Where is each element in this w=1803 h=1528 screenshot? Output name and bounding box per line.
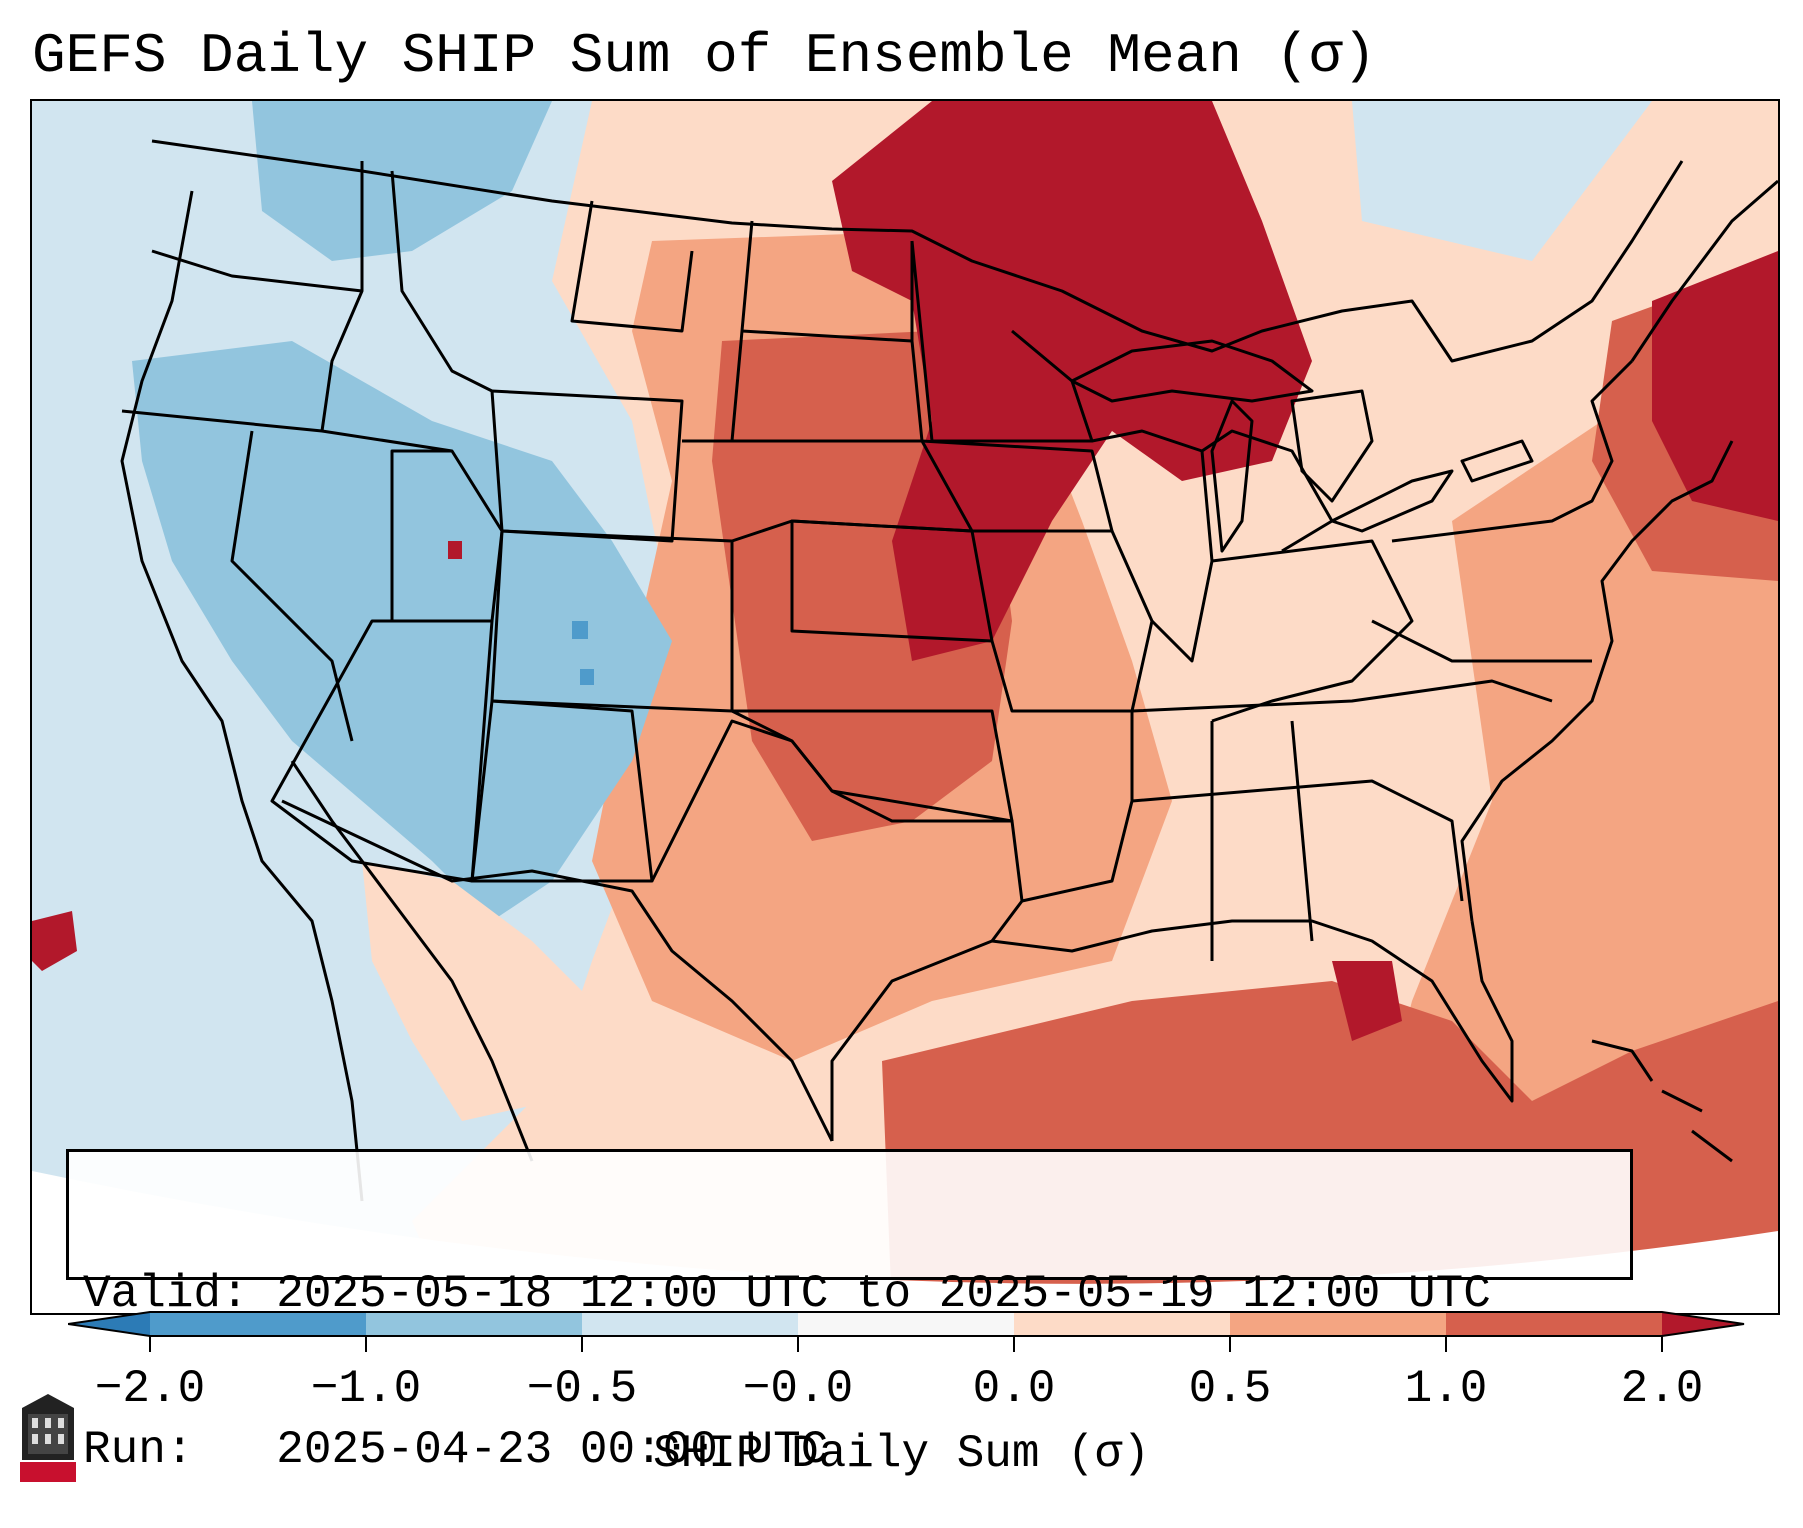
state-line-or-id: [320, 161, 364, 432]
caribbean-islands: [1591, 1039, 1733, 1163]
anomaly-region-light-orange-southwest: [362, 861, 592, 1121]
lake-huron-shore: [1290, 389, 1374, 503]
colorbar-bin-05-1: [1230, 1312, 1446, 1336]
state-line-va-nc: [1371, 619, 1592, 663]
colorbar-tick-label: −0.0: [742, 1363, 854, 1415]
state-line-mo: [972, 529, 1154, 713]
st-lawrence-coast: [1630, 179, 1778, 362]
anomaly-region-mid-blue-colorado: [572, 621, 588, 639]
lake-superior-shore: [1070, 339, 1314, 403]
colorbar-bin-0-05: [1014, 1312, 1230, 1336]
state-line-or-ca-nv: [121, 409, 453, 453]
anomaly-region-dark-red-pacific: [32, 911, 77, 971]
gulf-coastline: [830, 919, 1514, 1141]
colorbar-tick-label: −1.0: [310, 1363, 422, 1415]
state-line-mi: [1201, 429, 1334, 553]
state-line-wa-or: [151, 249, 363, 293]
colorbar-bin-neg1-neg05: [366, 1312, 582, 1336]
niu-logo: [20, 1394, 76, 1482]
state-line-mt-dakotas: [570, 200, 694, 333]
colorbar-tick-label: 2.0: [1620, 1363, 1704, 1415]
colorbar-under-arrow: [68, 1312, 150, 1336]
colorbar-tick-label: 0.0: [972, 1363, 1056, 1415]
map-title: GEFS Daily SHIP Sum of Ensemble Mean (σ): [32, 24, 1377, 88]
colorbar-ticks: [149, 1336, 1663, 1352]
map-panel: [30, 99, 1780, 1315]
anomaly-region-dark-red-newengland: [1652, 251, 1778, 521]
state-line-wy: [490, 389, 684, 543]
atlantic-coastline: [1460, 440, 1734, 922]
pacific-coastline: [120, 190, 364, 1202]
lake-erie-shore: [1330, 469, 1454, 533]
run-time-text: Run: 2025-04-23 00:00 UTC: [83, 1424, 829, 1476]
state-line-al-ga: [1290, 720, 1314, 942]
state-line-nv-ca: [230, 430, 354, 742]
colorbar-over-arrow: [1662, 1312, 1744, 1336]
state-line-in-oh: [1211, 539, 1414, 723]
colorbar-bin-neg2-neg1: [150, 1312, 366, 1336]
boundary-lines: [120, 139, 1778, 1202]
anomaly-region-mid-blue-colorado-2: [580, 669, 594, 685]
colorbar-bin-0-0: [798, 1312, 1014, 1336]
state-line-wi-il: [1091, 429, 1214, 663]
colorbar-tick-label: −2.0: [94, 1363, 206, 1415]
baja-coastline: [290, 760, 534, 1162]
us-canada-border: [151, 139, 1684, 363]
colorbar-label: SHIP Daily Sum (σ): [653, 1428, 1150, 1480]
state-line-id-mt: [390, 170, 493, 393]
state-line-nd: [740, 220, 914, 343]
anomaly-region-red-utah-dot: [448, 541, 462, 559]
state-line-ky-tn: [1131, 679, 1553, 713]
state-line-pa-ny: [1391, 359, 1634, 543]
anomaly-region-dark-red-florida: [1332, 961, 1402, 1041]
anomaly-region-blue-great-basin: [132, 341, 672, 921]
colorbar-bin-1-2: [1446, 1312, 1662, 1336]
ship-anomaly-map: [32, 101, 1778, 1313]
state-line-ut: [390, 449, 504, 623]
anomaly-region-blue-northwest: [252, 101, 552, 261]
colorbar-tick-label: 0.5: [1188, 1363, 1272, 1415]
validity-info-box: Valid: 2025-05-18 12:00 UTC to 2025-05-1…: [66, 1149, 1633, 1476]
colorbar-tick-label: 1.0: [1404, 1363, 1488, 1415]
state-line-az-nm: [270, 619, 494, 883]
colorbar-bin-neg05-0: [582, 1312, 798, 1336]
lake-ontario-shore: [1460, 439, 1534, 483]
state-line-ms-al-ga: [1131, 779, 1464, 902]
colorbar-tick-label: −0.5: [526, 1363, 638, 1415]
colorbar: [68, 1311, 1745, 1352]
lake-michigan-shore: [1210, 399, 1254, 553]
